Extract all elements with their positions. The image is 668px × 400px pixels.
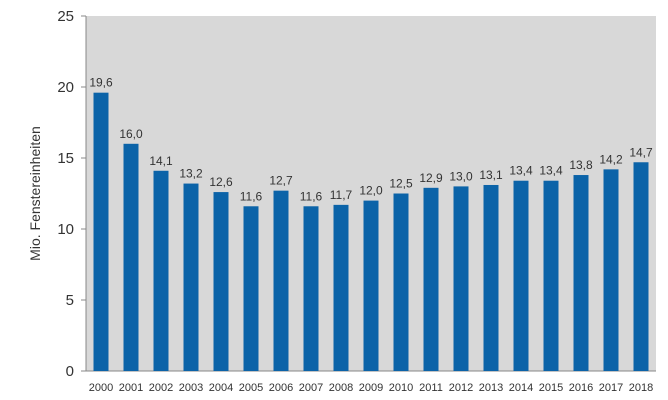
bar-2005	[243, 206, 259, 371]
x-tick-label-2004: 2004	[209, 382, 233, 394]
x-tick-label-2017: 2017	[599, 382, 623, 394]
bar-2009	[363, 200, 379, 371]
data-label-2018: 14,7	[629, 145, 653, 159]
x-tick-label-2003: 2003	[179, 382, 203, 394]
data-label-2011: 12,9	[419, 171, 443, 185]
data-label-2010: 12,5	[389, 177, 413, 191]
x-tick-label-2010: 2010	[389, 382, 413, 394]
x-tick-label-2006: 2006	[269, 382, 293, 394]
bar-2003	[183, 183, 199, 371]
x-tick-label-2016: 2016	[569, 382, 593, 394]
x-tick-label-2013: 2013	[479, 382, 503, 394]
bar-2002	[153, 170, 169, 371]
x-tick-label-2007: 2007	[299, 382, 323, 394]
x-tick-label-2015: 2015	[539, 382, 563, 394]
y-tick-label: 25	[57, 8, 74, 25]
y-tick-label: 5	[66, 292, 74, 309]
data-label-2004: 12,6	[209, 175, 233, 189]
y-tick-label: 20	[57, 79, 74, 96]
y-axis-title: Mio. Fenstereinheiten	[27, 126, 43, 261]
data-label-2000: 19,6	[89, 76, 113, 90]
data-label-2003: 13,2	[179, 167, 203, 181]
data-label-2006: 12,7	[269, 174, 293, 188]
x-tick-label-2009: 2009	[359, 382, 383, 394]
data-label-2001: 16,0	[119, 127, 143, 141]
data-label-2017: 14,2	[599, 152, 623, 166]
x-tick-label-2018: 2018	[629, 382, 653, 394]
data-label-2016: 13,8	[569, 158, 593, 172]
bar-2013	[483, 184, 499, 371]
bar-2008	[333, 204, 349, 371]
bar-2000	[93, 92, 109, 372]
bar-2007	[303, 206, 319, 371]
data-label-2007: 11,6	[300, 189, 323, 203]
x-tick-label-2001: 2001	[119, 382, 143, 394]
x-tick-label-2014: 2014	[509, 382, 533, 394]
data-labels: 19,6 16,0 14,1 13,2 12,6 11,6 12,7 11,6 11,7 12,0…	[89, 76, 653, 204]
x-tick-label-2005: 2005	[239, 382, 263, 394]
bar-2006	[273, 190, 289, 371]
y-tick-label: 15	[57, 150, 74, 167]
bar-2012	[453, 186, 469, 371]
bar-2004	[213, 192, 229, 371]
x-tick-label-2000: 2000	[89, 382, 113, 394]
bar-2017	[603, 169, 619, 371]
x-tick-label-2011: 2011	[419, 382, 443, 394]
y-tick-label: 0	[66, 363, 74, 380]
y-ticks: 0 5 10 15 20 25	[57, 8, 86, 380]
data-label-2008: 11,7	[330, 188, 353, 202]
data-label-2014: 13,4	[509, 164, 533, 178]
data-label-2002: 14,1	[149, 154, 173, 168]
x-tick-label-2012: 2012	[449, 382, 473, 394]
data-label-2005: 11,6	[240, 189, 263, 203]
bar-2016	[573, 175, 589, 371]
data-label-2012: 13,0	[449, 169, 473, 183]
bar-2010	[393, 193, 409, 371]
x-tick-label-2008: 2008	[329, 382, 353, 394]
bars	[93, 92, 649, 372]
bar-2014	[513, 180, 529, 371]
data-label-2013: 13,1	[479, 168, 503, 182]
data-label-2009: 12,0	[359, 184, 383, 198]
x-tick-label-2002: 2002	[149, 382, 173, 394]
bar-2011	[423, 187, 439, 371]
bar-2015	[543, 180, 559, 371]
y-tick-label: 10	[57, 221, 74, 238]
bar-2018	[633, 162, 649, 371]
bar-2001	[123, 143, 139, 371]
data-label-2015: 13,4	[539, 164, 563, 178]
x-ticks: 2000 2001 2002 2003 2004 2005 2006 2007 2008 2009…	[89, 382, 653, 394]
